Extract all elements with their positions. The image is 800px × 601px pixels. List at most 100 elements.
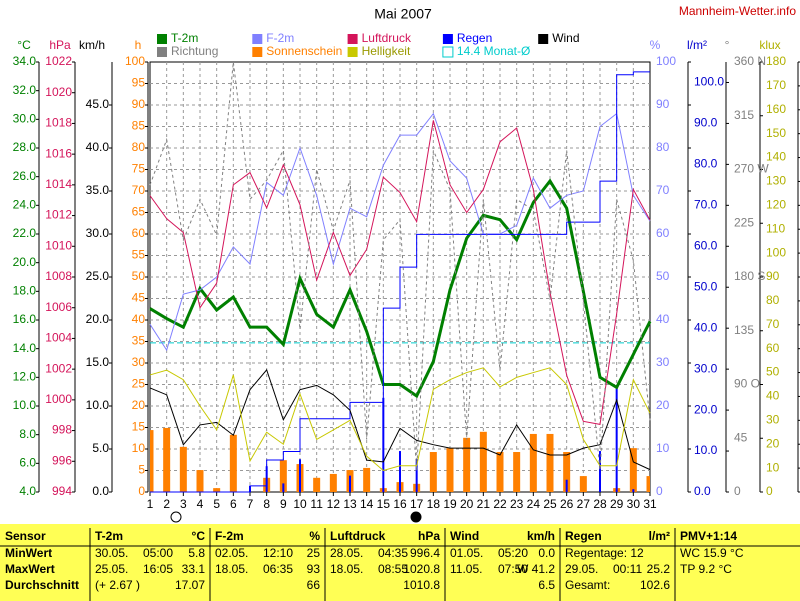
y-tick-label: 90.0	[694, 116, 718, 130]
bar	[329, 473, 337, 492]
table-cell: 04:35	[378, 546, 408, 560]
bar	[446, 448, 454, 492]
legend-swatch	[347, 47, 358, 57]
table-cell: Durchschnitt	[5, 578, 79, 592]
table-cell: Gesamt:	[565, 578, 610, 592]
table-cell: 1020.8	[403, 562, 440, 576]
legend-label: 14.4 Monat-Ø	[457, 44, 530, 58]
y-tick-label: 20.0	[13, 255, 37, 269]
table-cell: 29.05.	[565, 562, 598, 576]
bar	[299, 459, 301, 492]
table-cell: 16:05	[143, 562, 173, 576]
bar	[213, 488, 221, 492]
x-tick-label: 12	[327, 497, 341, 511]
y-tick-label: 30.0	[86, 226, 110, 240]
legend-label: Helligkeit	[362, 44, 411, 58]
bar	[399, 451, 401, 492]
y-tick-label: 90	[656, 97, 670, 111]
source: Mannheim-Wetter.info	[679, 4, 796, 18]
axis-title: %	[650, 38, 661, 52]
legend-label: Wind	[552, 31, 579, 45]
x-tick-label: 15	[377, 497, 391, 511]
x-tick-label: 5	[213, 497, 220, 511]
y-tick-label: 80	[656, 140, 670, 154]
table-cell: 01.05.	[450, 546, 483, 560]
table-cell: 5.8	[188, 546, 205, 560]
y-tick-label: 15.0	[86, 355, 110, 369]
series-line	[150, 71, 650, 493]
y-tick-label: 100.0	[694, 75, 724, 89]
y-tick-label: 55	[132, 248, 146, 262]
bar	[479, 431, 487, 492]
y-tick-label: 1020	[45, 85, 72, 99]
table-cell: PMV+1:14	[680, 529, 737, 543]
bar	[163, 427, 171, 492]
y-tick-label: 1008	[45, 269, 72, 283]
y-tick-label: 225	[734, 215, 754, 229]
legend-label: F-2m	[266, 31, 294, 45]
table-cell: 05:20	[498, 546, 528, 560]
x-tick-label: 7	[247, 497, 254, 511]
y-tick-label: 30	[766, 413, 780, 427]
table-cell: W 41.2	[517, 562, 555, 576]
table-cell: WC 15.9 °C	[680, 546, 744, 560]
bar	[513, 452, 521, 492]
y-tick-label: 0.0	[694, 484, 711, 498]
y-tick-label: 10.0	[86, 398, 110, 412]
y-tick-label: 12.0	[13, 370, 37, 384]
y-tick-label: 45.0	[86, 97, 110, 111]
legend-swatch	[157, 47, 167, 57]
bar	[415, 459, 418, 492]
table-cell: Luftdruck	[330, 529, 386, 543]
y-tick-label: 75	[132, 162, 146, 176]
x-tick-label: 29	[610, 497, 624, 511]
y-tick-label: 315	[734, 108, 754, 122]
table-cell: Regen	[565, 529, 602, 543]
y-tick-label: 30.0	[13, 112, 37, 126]
bar	[629, 448, 637, 492]
bar	[463, 437, 471, 492]
x-tick-label: 1	[147, 497, 154, 511]
table-cell: 93	[307, 562, 321, 576]
y-tick-label: 24.0	[13, 198, 37, 212]
bar	[429, 452, 437, 492]
y-tick-label: 15	[132, 420, 146, 434]
y-tick-label: 32.0	[13, 83, 37, 97]
y-tick-label: 20.0	[86, 312, 110, 326]
table-cell: 25	[307, 546, 321, 560]
legend-swatch	[442, 34, 453, 44]
table-cell: 102.6	[640, 578, 670, 592]
y-tick-label: 16.0	[13, 312, 37, 326]
bar	[363, 467, 371, 492]
x-tick-label: 10	[293, 497, 307, 511]
bar	[646, 476, 650, 492]
y-tick-label: 22.0	[13, 226, 37, 240]
series-line	[149, 120, 651, 426]
y-tick-label: 1014	[45, 177, 72, 191]
table-cell: l/m²	[649, 529, 670, 543]
y-tick-label: 10.0	[694, 443, 718, 457]
bar	[279, 460, 287, 492]
legend-swatch	[538, 34, 549, 44]
y-tick-label: 70	[766, 317, 780, 331]
table-cell: 33.1	[182, 562, 206, 576]
y-tick-label: 20	[766, 436, 780, 450]
y-tick-label: 10	[132, 441, 146, 455]
y-tick-label: 50.0	[694, 279, 718, 293]
table-cell: 08:55	[378, 562, 408, 576]
bar	[313, 477, 321, 492]
axis-title: l/m²	[687, 38, 707, 52]
y-tick-label: 8.0	[19, 427, 36, 441]
y-tick-label: 10	[766, 460, 780, 474]
y-tick-label: 1018	[45, 116, 72, 130]
x-tick-label: 25	[543, 497, 557, 511]
y-tick-label: 180	[766, 54, 786, 68]
y-tick-label: 50	[656, 269, 670, 283]
legend-label: T-2m	[171, 31, 198, 45]
x-tick-label: 19	[443, 497, 457, 511]
y-tick-label: 0	[138, 484, 145, 498]
x-tick-label: 30	[627, 497, 641, 511]
bar	[565, 479, 568, 492]
moon-full	[170, 511, 182, 523]
table-cell: 18.05.	[215, 562, 248, 576]
